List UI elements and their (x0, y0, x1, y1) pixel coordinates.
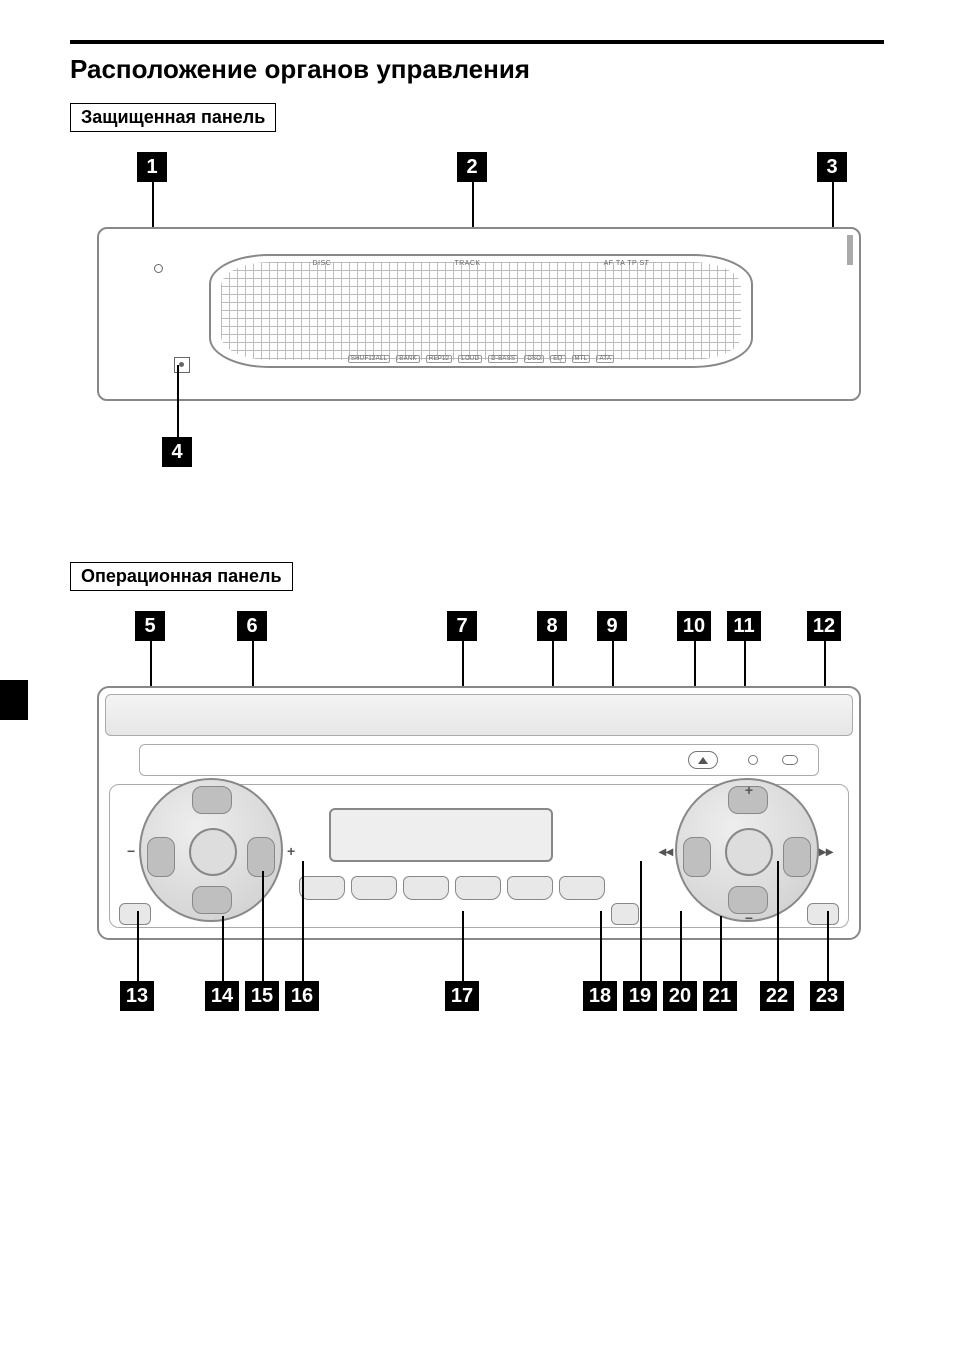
figure-protected-panel: 1 2 3 DISC TRACK AF TA TP ST SHUF12ALL B… (77, 152, 877, 512)
preset-button[interactable] (455, 876, 501, 900)
section-label-protected: Защищенная панель (70, 103, 276, 132)
callout-5: 5 (135, 611, 165, 641)
callout-22: 22 (760, 981, 794, 1011)
leader-19 (640, 861, 642, 981)
disc-slot-area (139, 744, 819, 776)
seek-next-icon: ▸▸ (819, 843, 833, 860)
dial-pad-left[interactable] (683, 837, 711, 877)
callout-13: 13 (120, 981, 154, 1011)
indicator-dot-1 (154, 264, 163, 273)
callout-16: 16 (285, 981, 319, 1011)
plus-icon: + (287, 843, 295, 859)
dial-pad-right[interactable] (783, 837, 811, 877)
reset-hole[interactable] (748, 755, 758, 765)
section-label-operation: Операционная панель (70, 562, 293, 591)
callout-6: 6 (237, 611, 267, 641)
preset-button[interactable] (351, 876, 397, 900)
manual-page: Расположение органов управления Защищенн… (0, 0, 954, 1352)
preset-button[interactable] (299, 876, 345, 900)
display-label: AF TA TP ST (604, 260, 650, 267)
preset-button[interactable] (507, 876, 553, 900)
display-label: BANK (396, 355, 420, 363)
display-label: LOUD (458, 355, 482, 363)
leader-4 (177, 365, 179, 437)
callout-12: 12 (807, 611, 841, 641)
operation-panel-device: − + ◂◂ ▸▸ + − (97, 686, 861, 940)
dial-pad-down[interactable] (192, 886, 232, 914)
callout-23: 23 (810, 981, 844, 1011)
display-label: TRACK (454, 260, 480, 267)
callout-20: 20 (663, 981, 697, 1011)
eject-button[interactable] (688, 751, 718, 769)
callout-15: 15 (245, 981, 279, 1011)
leader-13 (137, 911, 139, 981)
callout-11: 11 (727, 611, 761, 641)
preset-button[interactable] (403, 876, 449, 900)
figure-operation-panel: 5 6 7 8 9 10 11 12 (77, 611, 877, 1041)
preset-button-row (299, 876, 605, 900)
display-bottom-labels: SHUF12ALL BANK REP12 LOUD D-BASS DSO EQ … (211, 355, 751, 363)
panel-lid (105, 694, 853, 736)
display-label: EQ (550, 355, 565, 363)
lcd-display: DISC TRACK AF TA TP ST SHUF12ALL BANK RE… (209, 254, 753, 368)
aux-button[interactable] (611, 903, 639, 925)
minus-icon: − (127, 843, 135, 859)
dial-center-button[interactable] (189, 828, 237, 876)
display-label: SHUF12ALL (348, 355, 390, 363)
corner-button-left[interactable] (119, 903, 151, 925)
callout-17: 17 (445, 981, 479, 1011)
plus-icon: + (745, 782, 753, 798)
callout-7: 7 (447, 611, 477, 641)
leader-22 (777, 861, 779, 981)
display-label: D-BASS (488, 355, 518, 363)
seek-prev-icon: ◂◂ (659, 843, 673, 860)
callout-1: 1 (137, 152, 167, 182)
display-top-labels: DISC TRACK AF TA TP ST (211, 260, 751, 267)
protected-panel-device: DISC TRACK AF TA TP ST SHUF12ALL BANK RE… (97, 227, 861, 401)
page-title: Расположение органов управления (70, 54, 884, 85)
leader-17 (462, 911, 464, 981)
callout-9: 9 (597, 611, 627, 641)
callout-4: 4 (162, 437, 192, 467)
preset-button[interactable] (559, 876, 605, 900)
dial-pad-up[interactable] (192, 786, 232, 814)
display-label: MTL (572, 355, 591, 363)
leader-21 (720, 916, 722, 981)
callout-14: 14 (205, 981, 239, 1011)
callout-21: 21 (703, 981, 737, 1011)
dial-pad-left[interactable] (147, 837, 175, 877)
callout-18: 18 (583, 981, 617, 1011)
display-grid (221, 262, 741, 360)
leader-18 (600, 911, 602, 981)
minus-icon: − (745, 910, 753, 926)
dial-pad-right[interactable] (247, 837, 275, 877)
top-rule (70, 40, 884, 44)
dial-center-button[interactable] (725, 828, 773, 876)
display-label: DISC (313, 260, 332, 267)
control-dial[interactable] (675, 778, 819, 922)
leader-20 (680, 911, 682, 981)
corner-button-right[interactable] (807, 903, 839, 925)
callout-19: 19 (623, 981, 657, 1011)
panel-edge-indicator (847, 235, 853, 265)
secondary-display (329, 808, 553, 862)
display-label: REP12 (426, 355, 453, 363)
display-label: ATA (596, 355, 614, 363)
leader-23 (827, 911, 829, 981)
callout-3: 3 (817, 152, 847, 182)
callout-2: 2 (457, 152, 487, 182)
leader-16 (302, 861, 304, 981)
display-label: DSO (524, 355, 544, 363)
page-side-tab (0, 680, 28, 720)
release-button[interactable] (782, 755, 798, 765)
leader-15 (262, 871, 264, 981)
leader-14 (222, 916, 224, 981)
callout-10: 10 (677, 611, 711, 641)
callout-8: 8 (537, 611, 567, 641)
